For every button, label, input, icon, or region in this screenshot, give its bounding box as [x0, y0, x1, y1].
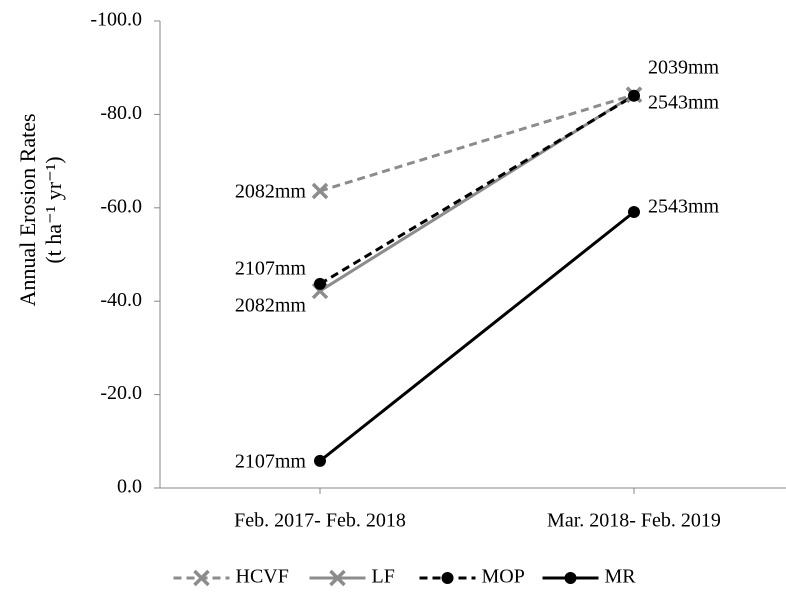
y-tick-label: -20.0: [100, 382, 142, 404]
series-line: [319, 94, 635, 286]
data-label: 2107mm: [235, 258, 307, 280]
series-line: [319, 93, 635, 293]
series-line: [319, 210, 635, 463]
y-axis-title: Annual Erosion Rates: [15, 113, 40, 306]
y-tick-label: -60.0: [100, 195, 142, 217]
y-tick-label: -40.0: [100, 289, 142, 311]
data-label: 2543mm: [648, 91, 720, 113]
x-tick-label: Feb. 2017- Feb. 2018: [234, 510, 406, 532]
y-tick-label: -80.0: [100, 102, 142, 124]
data-point: [311, 182, 329, 200]
y-title-group: Annual Erosion Rates (t ha⁻¹ yr⁻¹): [15, 113, 66, 306]
legend-marker: [441, 572, 454, 584]
data-label: 2082mm: [235, 295, 307, 317]
data-point: [628, 89, 640, 102]
legend-marker: [564, 572, 577, 584]
data-point: [628, 206, 640, 219]
data-label: 2543mm: [648, 196, 720, 218]
legend-label: MOP: [482, 566, 525, 588]
data-point: [314, 277, 326, 290]
legend-marker: [329, 569, 346, 587]
y-axis-title: (t ha⁻¹ yr⁻¹): [41, 156, 66, 263]
data-label: 2107mm: [235, 451, 307, 473]
y-tick-label: -100.0: [90, 9, 142, 31]
y-tick-label: 0.0: [117, 476, 142, 498]
x-tick-label: Mar. 2018- Feb. 2019: [547, 510, 721, 532]
legend-label: HCVF: [236, 566, 289, 588]
data-label: 2039mm: [648, 56, 720, 78]
series-line: [319, 93, 635, 193]
legend-marker: [193, 569, 210, 587]
legend-label: MR: [605, 566, 637, 588]
data-label: 2082mm: [235, 181, 307, 203]
legend-label: LF: [372, 566, 395, 588]
data-point: [314, 454, 326, 467]
